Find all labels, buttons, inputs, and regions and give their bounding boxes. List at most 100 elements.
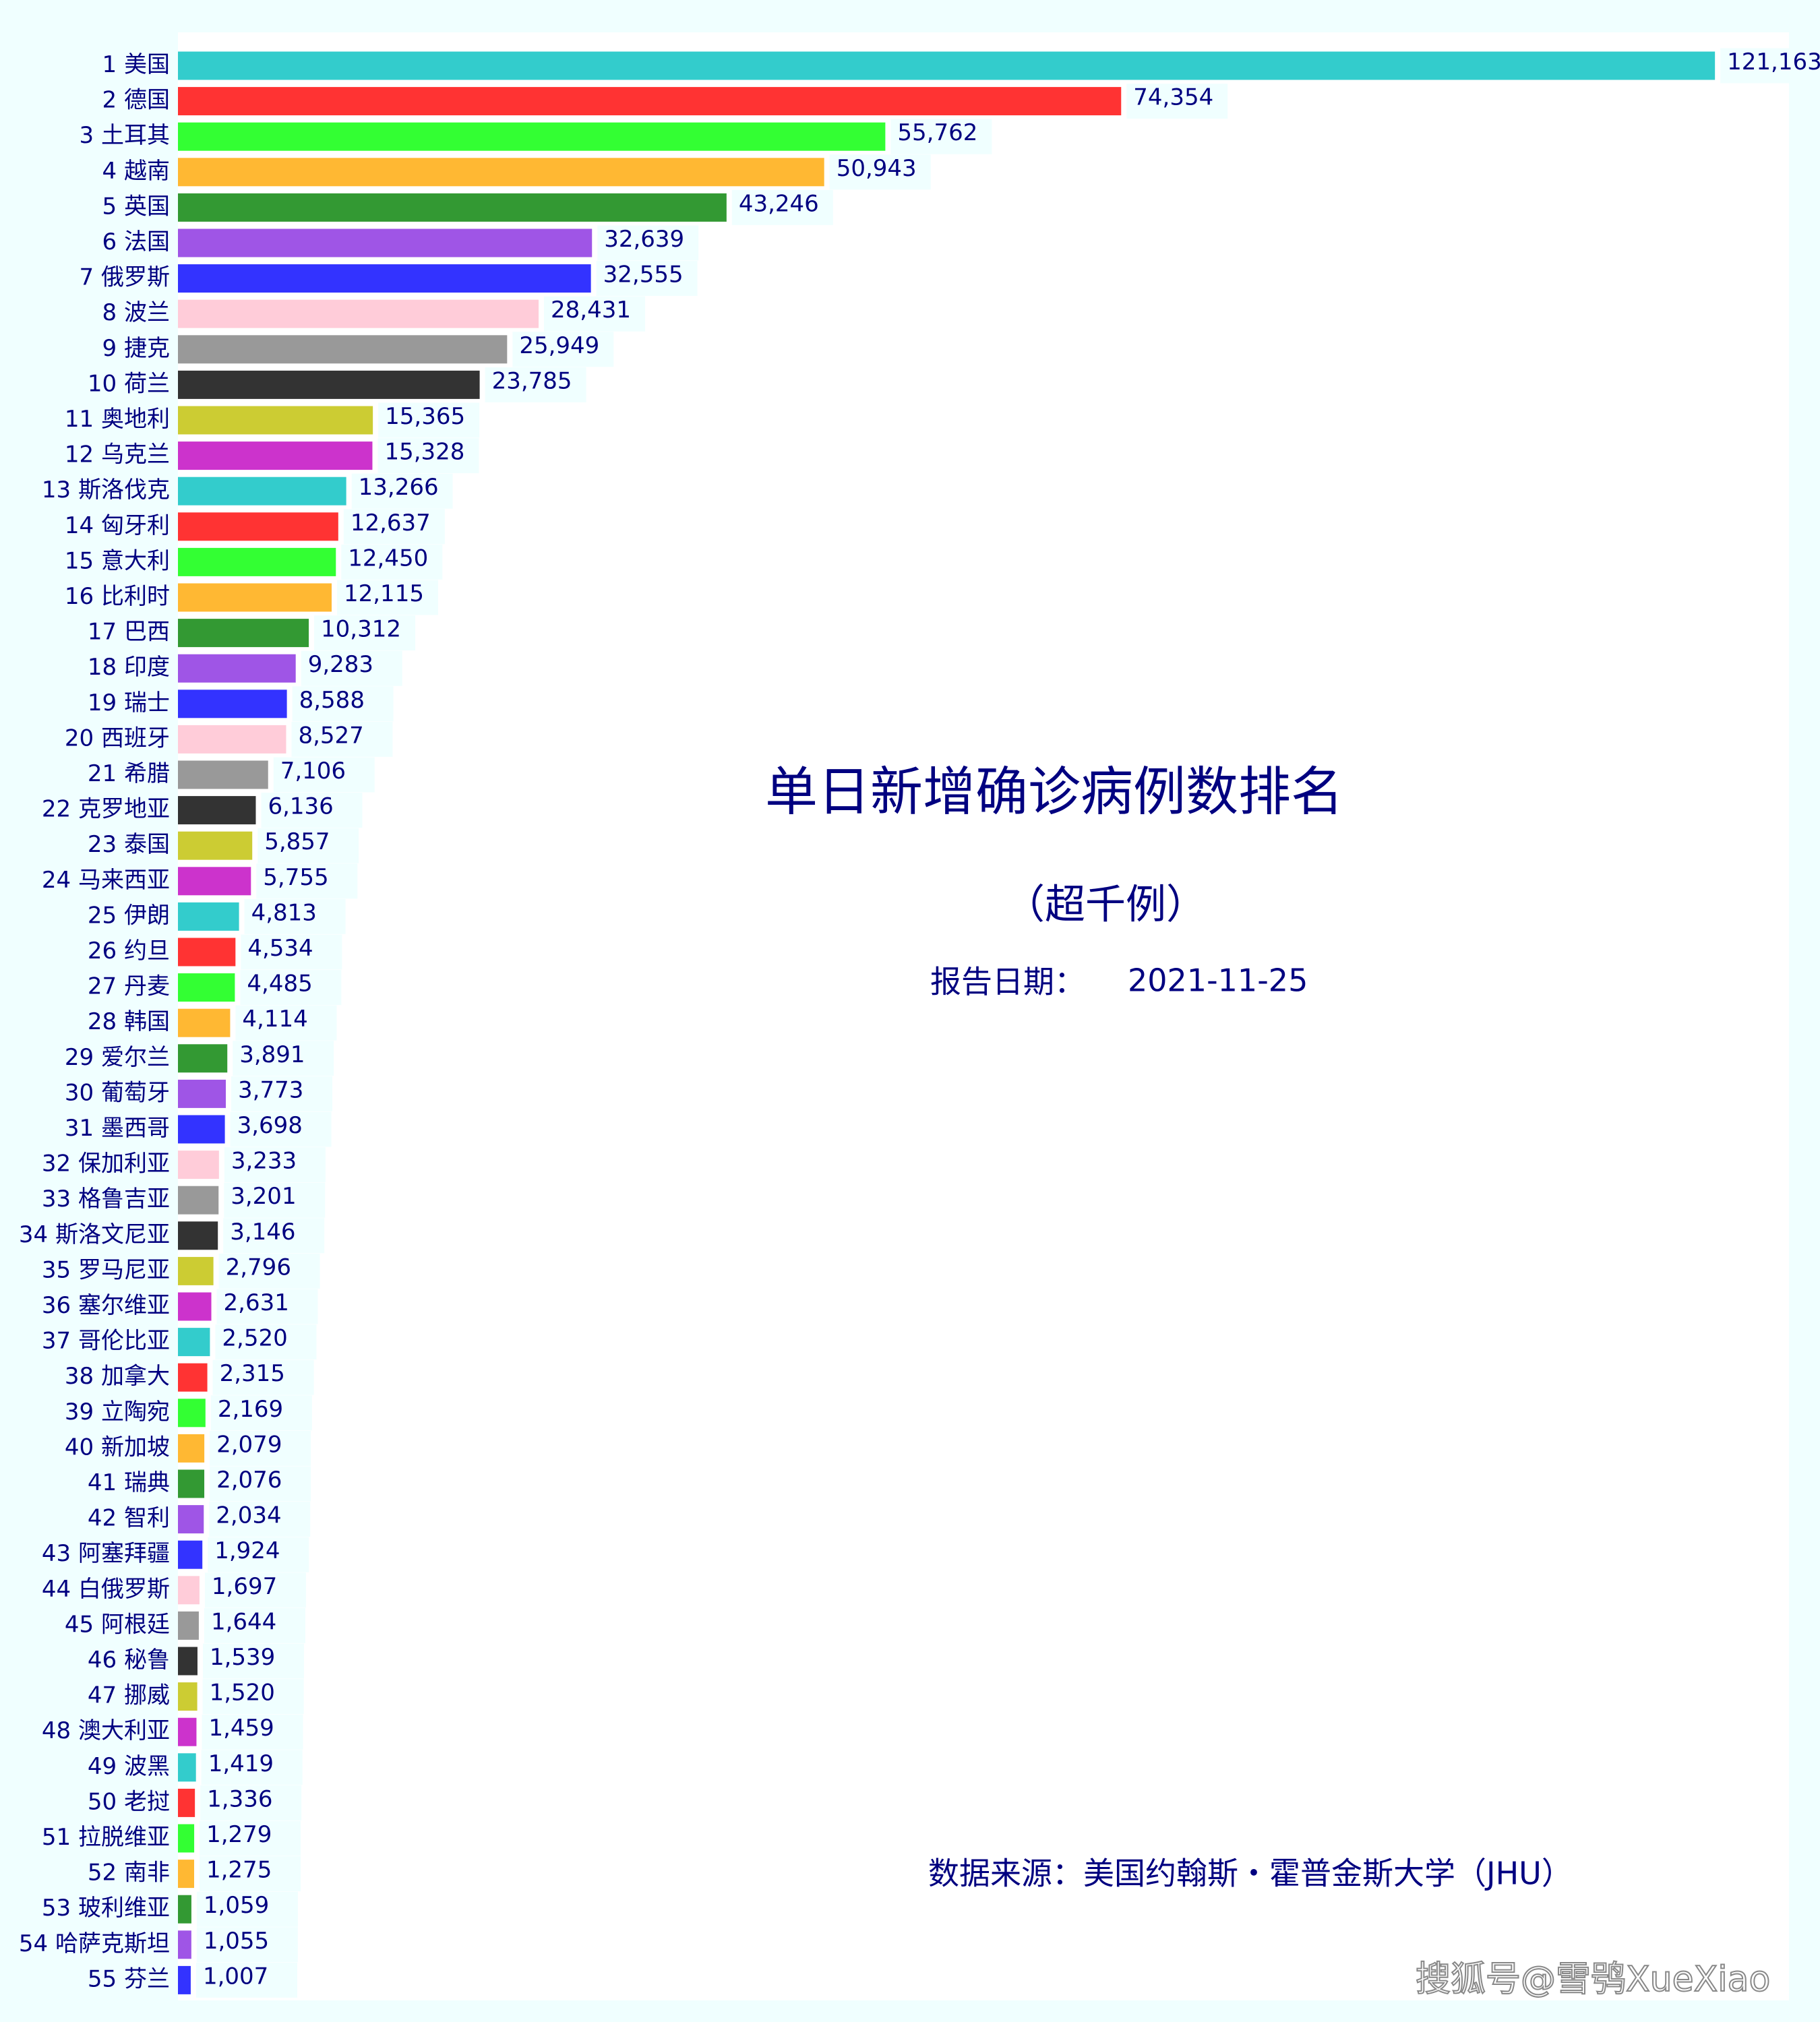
bar [178,1151,219,1180]
value-label-box [544,296,646,332]
value-label-box [241,934,342,970]
value-label-box [890,119,992,154]
bar [178,193,727,222]
y-tick-label: 16 比利时 [65,583,170,610]
value-label-box [257,828,359,863]
value-label-box [291,721,393,757]
value-label-box [196,1891,298,1927]
bar [178,1256,214,1285]
value-label: 2,796 [226,1254,291,1281]
bar [178,654,296,683]
value-label: 12,637 [351,510,431,537]
value-label-box [343,509,445,545]
value-label-box [731,189,833,225]
value-label: 10,312 [321,616,401,643]
y-tick-label: 29 爱尔兰 [65,1044,170,1071]
bar [178,725,286,754]
value-label: 4,114 [242,1006,307,1033]
value-label: 1,419 [208,1750,274,1777]
bars: 1 美国 121,163 2 德国 74,354 3 土耳其 55,762 4 越南 50,9… [19,48,1820,1998]
bar [178,1399,206,1428]
value-label-box [301,650,402,686]
value-label: 3,201 [231,1183,296,1210]
value-label: 1,644 [211,1608,276,1635]
bar [178,122,886,151]
y-tick-label: 22 克罗地亚 [42,796,170,823]
chart-title: 单日新增确诊病例数排名 [765,762,1343,822]
bar [178,335,508,364]
bar [178,1292,212,1321]
value-label: 12,450 [348,545,428,572]
y-tick-label: 37 哥伦比亚 [42,1328,170,1355]
value-label-box [208,1537,309,1572]
y-tick-label: 31 墨西哥 [65,1115,170,1142]
bar [178,1328,210,1357]
bar [178,583,332,612]
bar [178,1079,226,1108]
value-label: 2,520 [222,1325,287,1352]
bar [178,938,236,967]
bar [178,228,593,257]
value-label-box [215,1324,317,1360]
bar [178,1895,191,1924]
value-label: 15,365 [385,403,465,430]
value-label-box [231,1076,333,1111]
bar [178,1717,197,1746]
value-label: 32,639 [604,226,684,253]
value-label: 1,459 [208,1715,274,1742]
y-tick-label: 48 澳大利亚 [42,1717,170,1744]
value-label: 12,115 [344,580,424,607]
y-tick-label: 8 波兰 [102,299,170,326]
value-label: 121,163 [1727,49,1820,75]
y-tick-label: 27 丹麦 [88,973,170,1000]
bar [178,87,1122,116]
value-label-box [218,1253,320,1289]
bar [178,831,253,860]
value-label: 2,079 [216,1431,282,1458]
bar [178,690,287,718]
value-label-box [240,970,342,1006]
bar [178,1469,205,1498]
y-tick-label: 34 斯洛文尼亚 [19,1221,170,1248]
value-label-box [378,402,480,438]
value-label: 1,924 [214,1537,280,1564]
y-tick-label: 55 芬兰 [88,1965,170,1992]
value-label: 2,631 [224,1289,289,1316]
y-tick-label: 38 加拿大 [65,1363,170,1390]
value-label: 1,697 [212,1573,277,1600]
bar [178,1186,219,1215]
y-tick-label: 7 俄罗斯 [80,264,170,291]
value-label-box [195,1962,297,1998]
y-tick-label: 33 格鲁吉亚 [42,1186,170,1213]
value-label: 6,136 [268,793,333,820]
value-label: 3,773 [238,1076,303,1103]
value-label-box [1720,48,1820,84]
y-tick-label: 2 德国 [102,87,170,114]
value-label: 8,588 [299,687,365,714]
value-label-box [377,438,479,474]
bar [178,512,338,541]
y-tick-label: 11 奥地利 [65,406,170,433]
y-tick-label: 1 美国 [102,51,170,78]
value-label-box [210,1395,312,1431]
value-label: 13,266 [359,474,439,501]
value-label-box [233,1041,334,1076]
value-label-box [204,1607,305,1643]
value-label: 15,328 [384,439,464,466]
y-tick-label: 36 塞尔维亚 [42,1292,170,1319]
value-label: 4,534 [247,935,313,962]
value-label: 43,246 [739,190,819,217]
bar [178,477,346,506]
y-tick-label: 24 马来西亚 [42,867,170,894]
value-label-box [485,367,586,402]
value-label-box [209,1502,311,1537]
value-label-box [200,1785,302,1820]
bar [178,51,1716,80]
value-label-box [597,225,699,261]
y-tick-label: 3 土耳其 [80,122,170,149]
y-tick-label: 21 希腊 [88,760,170,787]
value-label-box [292,686,394,722]
value-label: 2,076 [216,1467,282,1494]
value-label: 9,283 [308,651,373,678]
